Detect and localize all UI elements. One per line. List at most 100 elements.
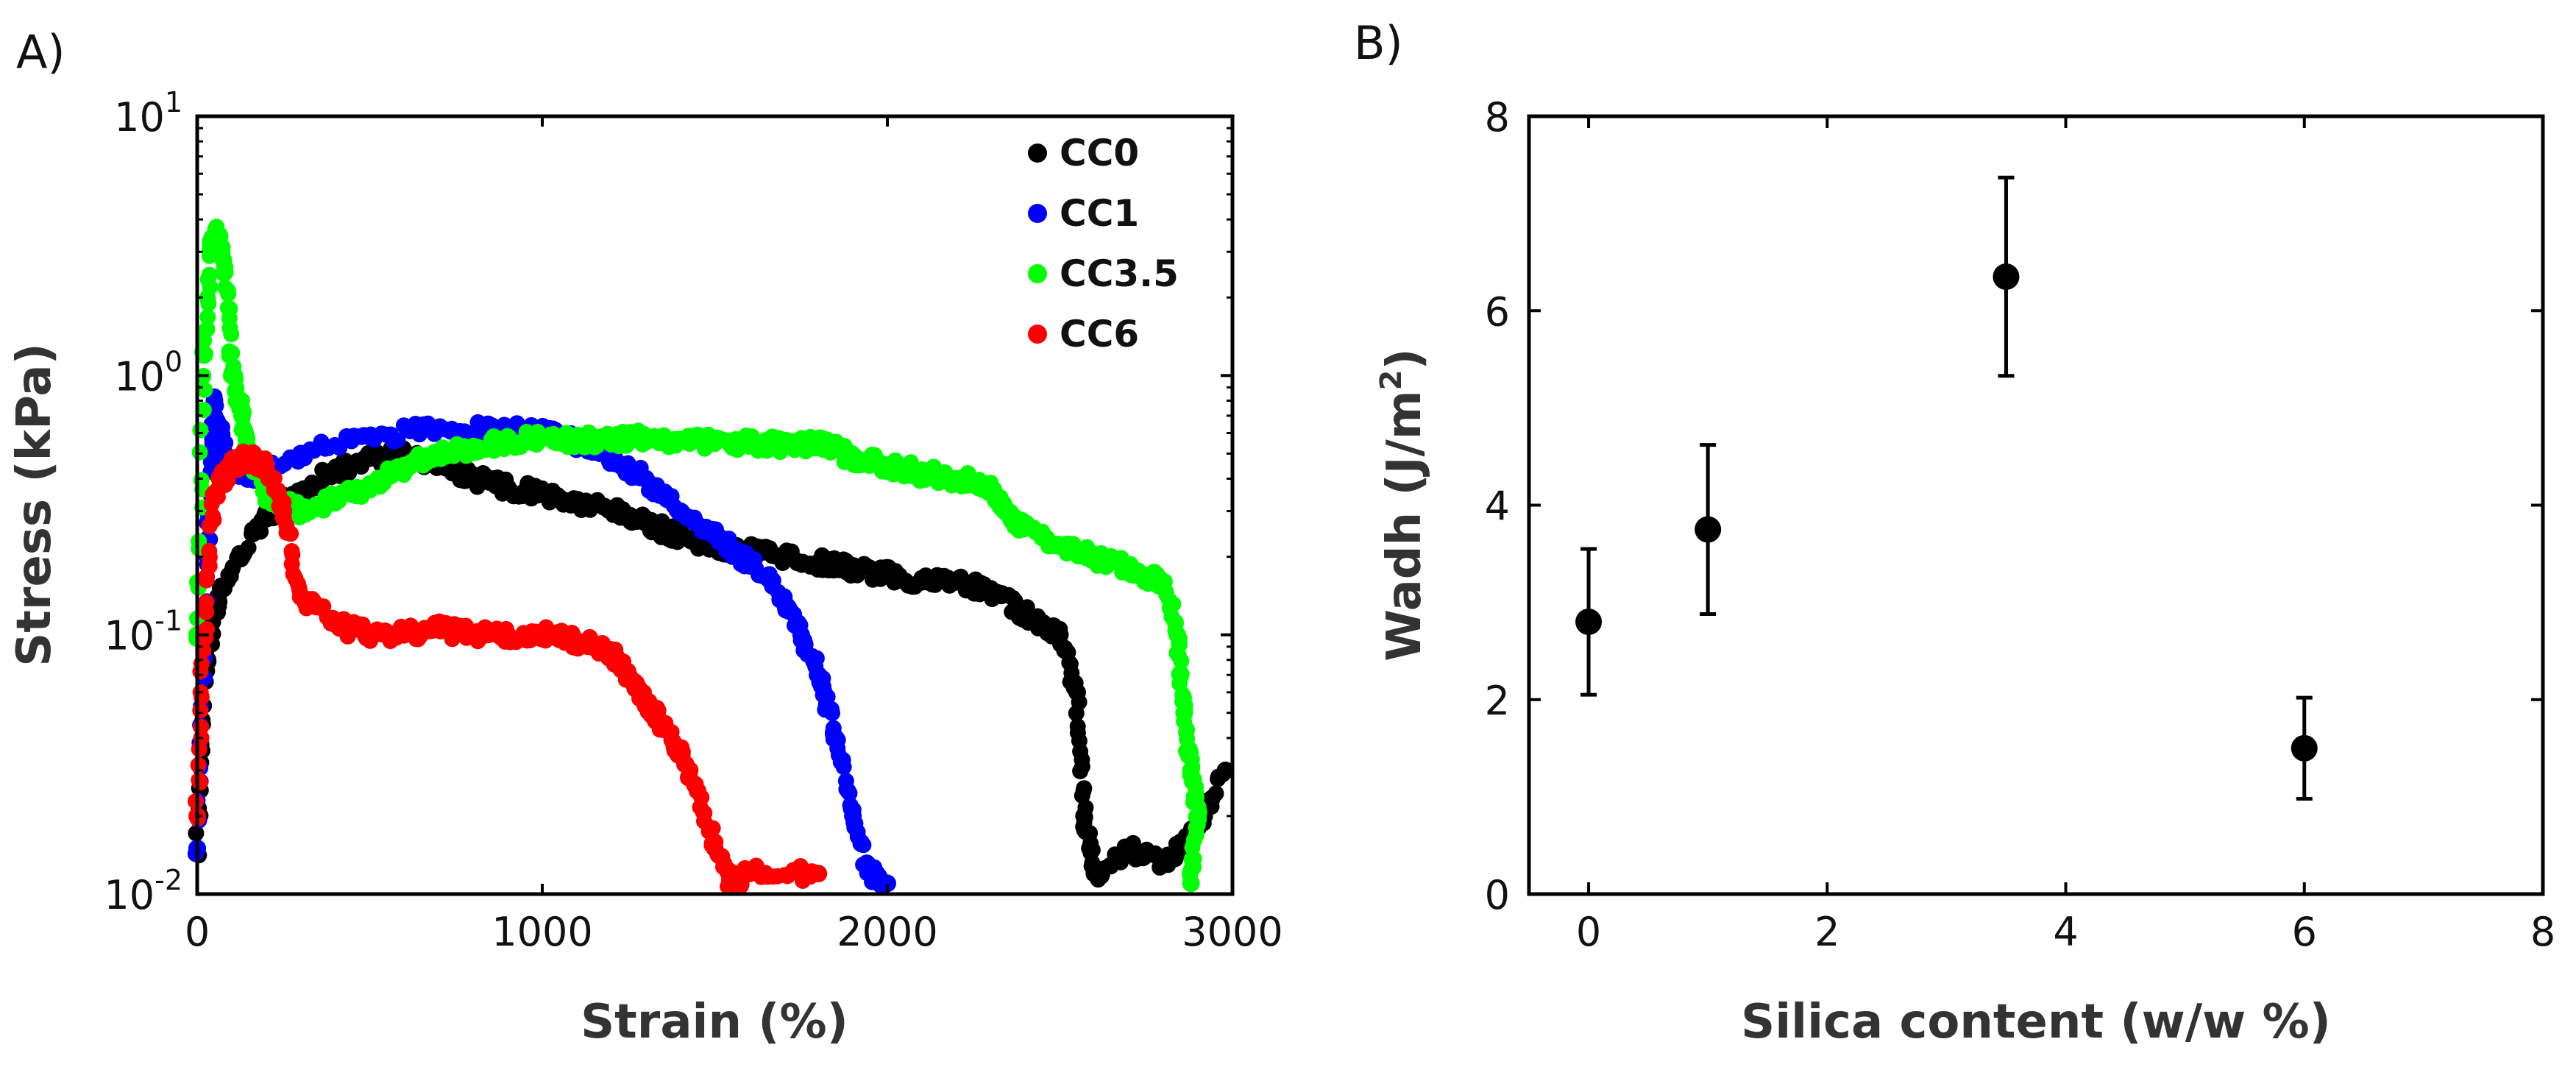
panel-b-plot-area xyxy=(1575,175,2318,801)
data-point xyxy=(1120,559,1138,578)
data-point xyxy=(1695,516,1722,543)
legend-marker xyxy=(1028,143,1047,163)
data-point xyxy=(191,444,208,461)
data-point xyxy=(1120,840,1138,857)
data-point xyxy=(809,553,828,572)
data-point xyxy=(682,762,699,779)
data-point xyxy=(220,286,237,302)
data-point xyxy=(199,308,216,325)
data-point xyxy=(740,553,759,572)
panel-a-axes-frame xyxy=(195,114,1235,896)
data-point xyxy=(464,469,483,488)
data-point xyxy=(257,510,275,528)
data-point xyxy=(1207,785,1224,802)
data-point xyxy=(1993,263,2020,291)
data-point xyxy=(1075,782,1092,799)
data-point xyxy=(1165,595,1182,612)
data-point xyxy=(464,438,483,456)
data-point xyxy=(861,865,879,883)
data-point xyxy=(216,263,234,282)
panel-a-x-tick-label: 2000 xyxy=(837,909,937,955)
data-point xyxy=(2291,734,2318,762)
data-point xyxy=(1068,683,1086,701)
panel-a-x-axis-label: Strain (%) xyxy=(581,995,848,1049)
data-point xyxy=(775,436,793,454)
data-point xyxy=(1072,763,1089,779)
data-point xyxy=(1154,573,1173,591)
data-point xyxy=(636,514,655,532)
data-point xyxy=(696,804,713,821)
data-point xyxy=(395,625,414,644)
panel-a-x-tick-label: 0 xyxy=(185,909,210,955)
data-point xyxy=(567,494,586,513)
wadh-point-group xyxy=(1575,547,1603,697)
data-point xyxy=(620,666,638,684)
data-point xyxy=(1051,625,1069,644)
legend-marker xyxy=(1028,204,1047,223)
data-point xyxy=(204,447,221,464)
data-point xyxy=(844,449,862,467)
data-point xyxy=(464,625,483,644)
data-point xyxy=(230,547,248,566)
data-point xyxy=(257,456,275,475)
data-point xyxy=(706,433,724,452)
data-point xyxy=(826,729,845,747)
data-point xyxy=(1016,518,1035,536)
data-point xyxy=(602,644,620,662)
data-point xyxy=(1216,761,1235,779)
data-point xyxy=(395,456,414,475)
legend-label: CC1 xyxy=(1060,192,1139,235)
data-point xyxy=(671,502,689,520)
data-point xyxy=(205,485,224,503)
panel-b-x-tick-label: 2 xyxy=(1814,909,1839,955)
data-point xyxy=(430,620,448,639)
data-point xyxy=(740,433,759,452)
data-point xyxy=(361,449,379,467)
data-point xyxy=(620,455,636,472)
data-point xyxy=(1068,705,1085,722)
data-point xyxy=(706,840,724,857)
data-point xyxy=(947,573,965,591)
legend-label: CC3.5 xyxy=(1060,252,1179,295)
panel-b-x-tick-label: 4 xyxy=(2053,909,2078,955)
data-point xyxy=(1085,547,1104,566)
data-point xyxy=(201,266,218,283)
data-point xyxy=(1182,874,1200,893)
data-point xyxy=(196,381,213,398)
panel-b-y-axis-label-sup: 2 xyxy=(1374,370,1408,391)
panel-b-label: B) xyxy=(1354,16,1403,70)
data-point xyxy=(361,625,379,644)
data-point xyxy=(636,430,655,448)
data-point xyxy=(1062,656,1079,673)
panel-a-legend: CC0 CC1 CC3.5 CC6 xyxy=(1028,132,1179,355)
data-point xyxy=(567,432,586,450)
panel-b: B) 0 2 4 6 8 0 2 4 6 8 Silica content (w/w %) Wad… xyxy=(1354,16,2555,1049)
data-point xyxy=(195,402,212,419)
data-point xyxy=(636,469,655,488)
data-point xyxy=(1075,807,1093,825)
panel-a-y-tick-label: 10-2 xyxy=(104,864,182,918)
data-point xyxy=(912,573,931,591)
data-point xyxy=(1575,609,1603,636)
data-point xyxy=(291,588,310,606)
data-point xyxy=(1084,842,1101,859)
panel-b-x-tick-label: 6 xyxy=(2292,909,2317,955)
data-point xyxy=(835,759,852,776)
data-point xyxy=(1085,865,1104,883)
data-point xyxy=(1189,807,1207,825)
panel-a-ticks: 0 1000 2000 3000 10-2 10-1 100 101 xyxy=(104,86,1282,955)
panel-b-x-tick-label: 8 xyxy=(2530,909,2555,955)
panel-b-y-tick-label: 2 xyxy=(1485,678,1510,724)
data-point xyxy=(205,511,222,528)
data-point xyxy=(283,543,300,559)
panel-a-y-tick-label: 101 xyxy=(114,86,182,141)
data-point xyxy=(809,666,828,684)
data-point xyxy=(430,419,448,436)
data-point xyxy=(1182,761,1200,779)
data-point xyxy=(1168,625,1186,644)
data-point xyxy=(855,837,872,854)
data-point xyxy=(844,559,862,578)
data-point xyxy=(201,542,218,559)
data-point xyxy=(844,807,862,825)
